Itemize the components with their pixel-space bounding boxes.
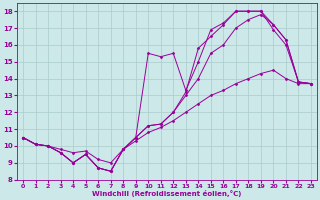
X-axis label: Windchill (Refroidissement éolien,°C): Windchill (Refroidissement éolien,°C) xyxy=(92,190,242,197)
